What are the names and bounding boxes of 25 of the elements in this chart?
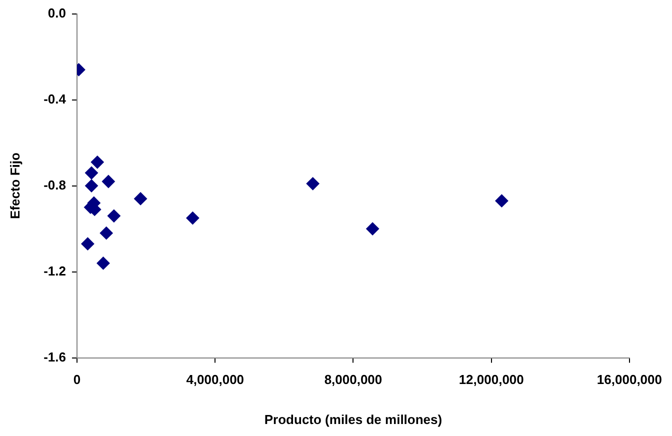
point [85, 179, 98, 192]
point [306, 177, 320, 190]
x-tick-label: 8,000,000 [324, 372, 382, 388]
point [186, 212, 200, 225]
point [90, 156, 104, 169]
point [96, 256, 110, 270]
point [81, 237, 94, 250]
point [85, 166, 98, 180]
point [495, 194, 508, 208]
x-tick-label: 16,000,000 [596, 372, 662, 388]
y-tick-label: -0.4 [44, 91, 67, 106]
y-tick-label: -1.6 [44, 349, 66, 364]
x-axis-title: Producto (miles de millones) [264, 412, 442, 427]
point [107, 209, 120, 222]
point [100, 226, 113, 240]
x-tick-label: 12,000,000 [458, 372, 524, 388]
point [134, 192, 148, 206]
y-tick-label: -1.2 [44, 263, 66, 278]
x-tick-label: 4,000,000 [186, 372, 244, 388]
point [102, 175, 115, 188]
y-tick-label: -0.8 [44, 177, 66, 192]
y-axis-title: Efecto Fijo [7, 152, 22, 220]
y-tick-label: 0.0 [48, 5, 66, 20]
point [366, 222, 380, 236]
x-tick-label: 0 [73, 372, 81, 388]
